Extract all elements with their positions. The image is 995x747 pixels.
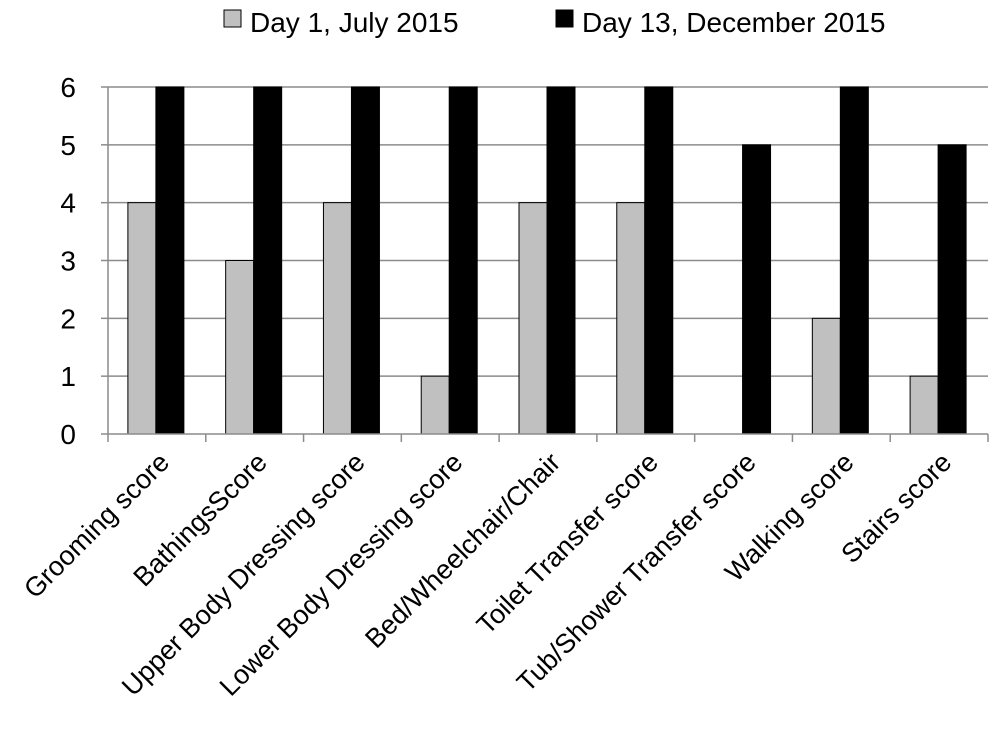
legend-label: Day 13, December 2015 <box>582 7 886 38</box>
bar <box>253 86 283 435</box>
y-axis: 0 1 2 3 4 5 6 <box>60 72 108 450</box>
axes <box>107 87 989 442</box>
y-tick-label: 4 <box>60 188 76 219</box>
bar <box>811 317 841 435</box>
y-tick-label: 1 <box>60 361 76 392</box>
y-tick-label: 3 <box>60 246 76 277</box>
bar <box>127 202 157 435</box>
legend-swatch <box>223 9 242 28</box>
bar <box>155 86 185 435</box>
bar <box>225 260 255 435</box>
bar <box>839 86 869 435</box>
legend-swatch <box>555 9 574 28</box>
legend: Day 1, July 2015 Day 13, December 2015 <box>223 7 886 38</box>
bar <box>937 144 967 435</box>
bar <box>518 202 548 435</box>
y-tick-label: 6 <box>60 72 76 103</box>
bar <box>350 86 380 435</box>
y-tick-label: 2 <box>60 303 76 334</box>
y-tick-label: 0 <box>60 419 76 450</box>
bar <box>644 86 674 435</box>
x-tick-label: Toilet Transfer score <box>471 447 664 640</box>
bars <box>127 86 967 435</box>
bar <box>448 86 478 435</box>
bar <box>742 144 772 435</box>
legend-label: Day 1, July 2015 <box>250 7 459 38</box>
bar <box>420 375 450 435</box>
y-tick-label: 5 <box>60 130 76 161</box>
x-tick-label: Bed/Wheelchair/Chair <box>359 447 566 654</box>
bar <box>909 375 939 435</box>
bar <box>322 202 352 435</box>
bar <box>546 86 576 435</box>
bar <box>616 202 646 435</box>
